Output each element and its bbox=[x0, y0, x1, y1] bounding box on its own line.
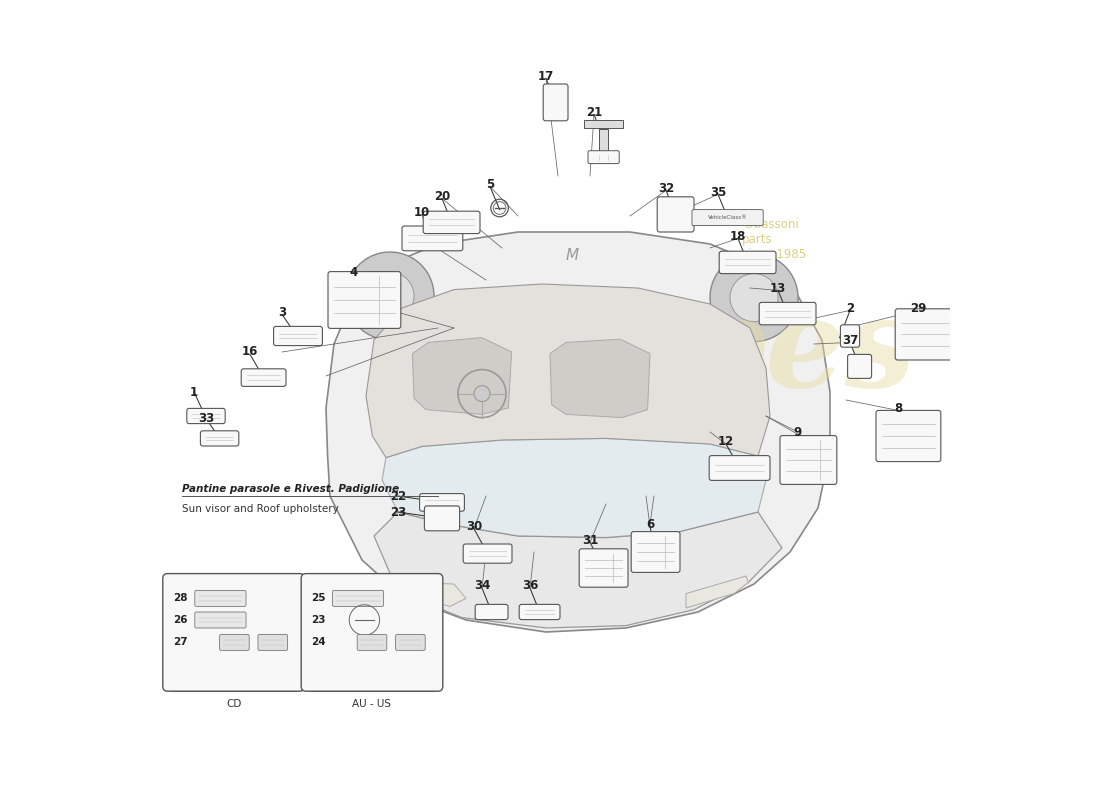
Circle shape bbox=[710, 254, 798, 342]
Text: M: M bbox=[565, 249, 579, 263]
Text: Sun visor and Roof upholstery: Sun visor and Roof upholstery bbox=[182, 505, 339, 514]
Bar bbox=[598, 130, 608, 152]
Text: 37: 37 bbox=[842, 334, 858, 346]
FancyBboxPatch shape bbox=[328, 271, 400, 328]
Text: 24: 24 bbox=[310, 638, 326, 647]
Text: 6: 6 bbox=[646, 518, 654, 530]
Text: 27: 27 bbox=[173, 638, 188, 647]
Text: 28: 28 bbox=[173, 594, 188, 603]
Text: 12: 12 bbox=[718, 435, 734, 448]
FancyBboxPatch shape bbox=[402, 226, 463, 250]
Text: 34: 34 bbox=[474, 579, 491, 592]
FancyBboxPatch shape bbox=[876, 410, 940, 462]
Text: 18: 18 bbox=[729, 230, 746, 242]
Circle shape bbox=[474, 386, 490, 402]
Text: 10: 10 bbox=[414, 206, 430, 218]
FancyBboxPatch shape bbox=[840, 325, 859, 347]
Circle shape bbox=[366, 272, 414, 320]
FancyBboxPatch shape bbox=[631, 531, 680, 573]
Text: 13: 13 bbox=[770, 282, 786, 294]
FancyBboxPatch shape bbox=[463, 544, 512, 563]
Polygon shape bbox=[366, 284, 770, 458]
Text: 16: 16 bbox=[242, 346, 258, 358]
Bar bbox=[584, 120, 624, 128]
FancyBboxPatch shape bbox=[710, 456, 770, 480]
FancyBboxPatch shape bbox=[301, 574, 443, 691]
Text: 8: 8 bbox=[894, 402, 902, 414]
Text: 26: 26 bbox=[173, 615, 188, 625]
FancyBboxPatch shape bbox=[425, 506, 460, 531]
Text: 25: 25 bbox=[310, 594, 326, 603]
Polygon shape bbox=[550, 339, 650, 418]
Text: 21: 21 bbox=[586, 106, 602, 118]
Circle shape bbox=[346, 252, 434, 340]
FancyBboxPatch shape bbox=[475, 605, 508, 619]
Text: 30: 30 bbox=[466, 520, 482, 533]
FancyBboxPatch shape bbox=[220, 634, 250, 650]
FancyBboxPatch shape bbox=[848, 354, 871, 378]
Text: 1: 1 bbox=[190, 386, 198, 398]
Polygon shape bbox=[374, 512, 782, 628]
FancyBboxPatch shape bbox=[163, 574, 305, 691]
FancyBboxPatch shape bbox=[657, 197, 694, 232]
Text: 22: 22 bbox=[389, 490, 406, 502]
Text: 5: 5 bbox=[486, 178, 494, 190]
FancyBboxPatch shape bbox=[692, 210, 763, 226]
Text: 9: 9 bbox=[794, 426, 802, 438]
FancyBboxPatch shape bbox=[519, 605, 560, 619]
FancyBboxPatch shape bbox=[274, 326, 322, 346]
Text: AU - US: AU - US bbox=[352, 699, 392, 709]
Circle shape bbox=[730, 274, 778, 322]
Polygon shape bbox=[382, 438, 766, 538]
FancyBboxPatch shape bbox=[332, 590, 384, 606]
Text: 23: 23 bbox=[389, 506, 406, 518]
Text: 35: 35 bbox=[710, 186, 726, 198]
FancyBboxPatch shape bbox=[588, 150, 619, 164]
FancyBboxPatch shape bbox=[719, 251, 775, 274]
FancyBboxPatch shape bbox=[200, 430, 239, 446]
Text: 4: 4 bbox=[350, 266, 359, 278]
Text: 17: 17 bbox=[538, 70, 554, 82]
FancyBboxPatch shape bbox=[759, 302, 816, 325]
Text: CD: CD bbox=[226, 699, 241, 709]
FancyBboxPatch shape bbox=[241, 369, 286, 386]
Text: pes: pes bbox=[680, 291, 916, 413]
FancyBboxPatch shape bbox=[780, 435, 837, 484]
Text: 20: 20 bbox=[433, 190, 450, 202]
FancyBboxPatch shape bbox=[195, 590, 246, 606]
Polygon shape bbox=[686, 576, 748, 608]
Text: 36: 36 bbox=[521, 579, 538, 592]
FancyBboxPatch shape bbox=[258, 634, 287, 650]
Text: 33: 33 bbox=[198, 412, 214, 425]
Text: ©bassoni
parts
since 1985: ©bassoni parts since 1985 bbox=[742, 218, 806, 262]
Text: 3: 3 bbox=[278, 306, 286, 318]
FancyBboxPatch shape bbox=[358, 634, 387, 650]
FancyBboxPatch shape bbox=[580, 549, 628, 587]
Text: 32: 32 bbox=[658, 182, 674, 194]
Text: Pantine parasole e Rivest. Padiglione: Pantine parasole e Rivest. Padiglione bbox=[182, 483, 399, 494]
Text: VehicleClass®: VehicleClass® bbox=[707, 215, 747, 220]
FancyBboxPatch shape bbox=[543, 84, 568, 121]
FancyBboxPatch shape bbox=[195, 612, 246, 628]
FancyBboxPatch shape bbox=[895, 309, 960, 360]
FancyBboxPatch shape bbox=[419, 494, 464, 511]
Text: 29: 29 bbox=[910, 302, 926, 314]
Polygon shape bbox=[326, 232, 830, 632]
Text: 23: 23 bbox=[310, 615, 326, 625]
Polygon shape bbox=[412, 338, 512, 414]
Text: 2: 2 bbox=[846, 302, 854, 314]
FancyBboxPatch shape bbox=[187, 408, 225, 424]
Text: 31: 31 bbox=[582, 534, 598, 546]
Polygon shape bbox=[399, 582, 466, 606]
FancyBboxPatch shape bbox=[396, 634, 426, 650]
FancyBboxPatch shape bbox=[424, 211, 480, 234]
